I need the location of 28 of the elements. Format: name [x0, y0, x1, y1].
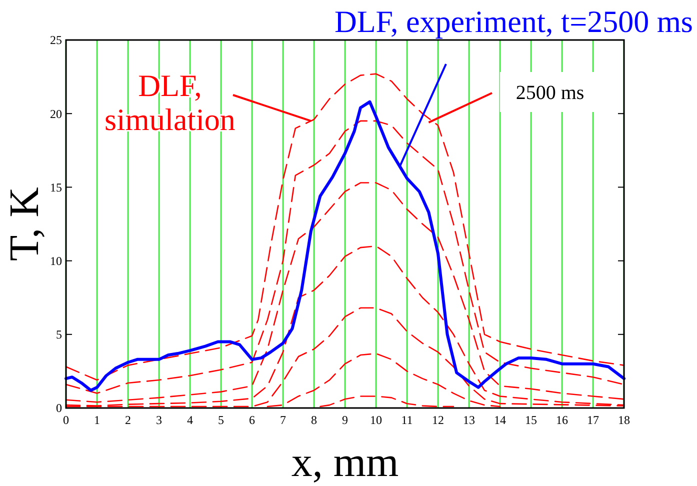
- chart-title: DLF, experiment, t=2500 ms: [334, 4, 693, 39]
- y-axis-title: T, K: [2, 187, 48, 261]
- y-tick-label: 20: [50, 106, 62, 121]
- x-tick-label: 14: [494, 413, 506, 427]
- x-tick-label: 15: [525, 413, 537, 427]
- x-tick-label: 16: [556, 413, 568, 427]
- x-tick-label: 18: [618, 413, 630, 427]
- x-tick-label: 1: [94, 413, 100, 427]
- x-tick-label: 4: [187, 413, 193, 427]
- y-tick-label: 5: [56, 328, 62, 342]
- x-tick-label: 7: [280, 413, 286, 427]
- x-tick-label: 11: [401, 413, 413, 427]
- y-tick-label: 15: [50, 180, 62, 194]
- annotation: 2500 ms: [516, 82, 584, 104]
- x-tick-label: 5: [218, 413, 224, 427]
- x-tick-label: 2: [125, 413, 131, 427]
- y-tick-label: 0: [56, 401, 62, 416]
- x-tick-label: 6: [249, 413, 255, 427]
- x-tick-label: 9: [342, 413, 348, 427]
- x-tick-label: 3: [156, 413, 162, 427]
- x-tick-label: 10: [370, 413, 382, 427]
- y-tick-label: 10: [50, 254, 62, 268]
- x-tick-label: 8: [311, 413, 317, 427]
- x-tick-label: 17: [587, 413, 599, 427]
- y-tick-label: 25: [50, 33, 62, 48]
- x-tick-label: 13: [463, 413, 475, 427]
- x-tick-label: 12: [432, 413, 444, 427]
- x-axis-title: x, mm: [291, 440, 399, 486]
